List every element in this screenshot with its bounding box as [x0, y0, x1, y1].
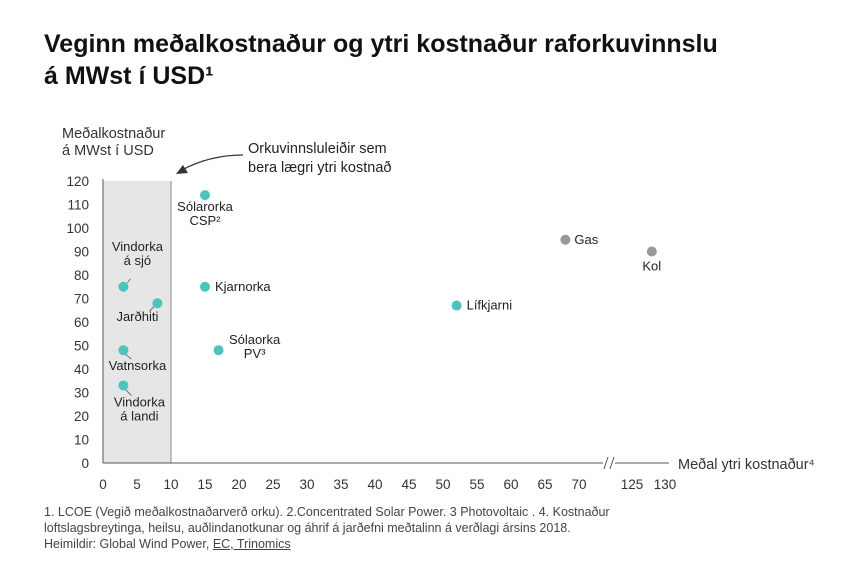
x-tick-label: 25 — [265, 477, 280, 492]
x-tick-label: 0 — [99, 477, 107, 492]
footnote-source: Heimildir: Global Wind Power, EC, Trinom… — [44, 536, 744, 552]
y-tick-label: 100 — [66, 221, 89, 236]
y-tick-label: 60 — [74, 315, 89, 330]
data-point-label: Kjarnorka — [215, 279, 271, 294]
annotation-arrow — [181, 154, 244, 171]
label-leader — [125, 353, 132, 360]
x-tick-label: 5 — [133, 477, 141, 492]
x-tick-label: 20 — [231, 477, 246, 492]
data-point — [118, 281, 129, 292]
x-tick-label: 60 — [503, 477, 518, 492]
source-link[interactable]: EC, Trinomics — [212, 537, 291, 551]
data-point — [118, 380, 129, 391]
data-point-label: Vindorka — [112, 239, 164, 254]
x-axis-title: Meðal ytri kostnaður⁴ — [678, 457, 815, 473]
label-leader — [127, 278, 131, 283]
annotation-arrowhead — [176, 165, 188, 174]
y-tick-label: 20 — [74, 409, 89, 424]
y-tick-label: 70 — [74, 292, 89, 307]
data-point-label: á sjó — [124, 253, 151, 268]
data-point-label: Jarðhiti — [116, 309, 158, 324]
y-tick-label: 40 — [74, 362, 89, 377]
data-point-label: Gas — [574, 232, 598, 247]
axis-break-mark — [603, 456, 609, 470]
data-point-label: Sólarorka — [177, 199, 233, 214]
y-axis-title: Meðalkostnaður — [62, 126, 165, 142]
x-tick-label: 65 — [537, 477, 552, 492]
x-tick-label: 125 — [621, 477, 644, 492]
label-leader — [149, 305, 155, 312]
data-point-label: Vatnsorka — [109, 358, 167, 373]
y-tick-label: 120 — [66, 174, 89, 189]
data-point-label: Kol — [642, 259, 661, 274]
x-tick-label: 55 — [469, 477, 484, 492]
x-tick-label: 35 — [333, 477, 348, 492]
data-point-label: Lífkjarni — [467, 298, 513, 313]
x-tick-label: 70 — [571, 477, 586, 492]
y-tick-label: 30 — [74, 386, 89, 401]
x-tick-label: 30 — [299, 477, 314, 492]
footnote-source-prefix: Heimildir: Global Wind Power, — [44, 537, 213, 551]
data-point — [646, 246, 657, 257]
data-point — [152, 298, 163, 309]
label-leader — [125, 389, 132, 396]
shaded-region — [103, 181, 171, 463]
data-point — [560, 234, 571, 245]
y-tick-label: 110 — [67, 198, 89, 213]
data-point — [451, 300, 462, 311]
x-tick-label: 45 — [401, 477, 416, 492]
y-tick-label: 0 — [81, 456, 89, 471]
data-point — [118, 345, 129, 356]
x-tick-label: 50 — [435, 477, 450, 492]
data-point-label: CSP² — [189, 213, 221, 228]
y-tick-label: 80 — [74, 268, 89, 283]
region-annotation: bera lægri ytri kostnað — [248, 160, 391, 176]
x-tick-label: 10 — [163, 477, 178, 492]
footnote-line1: 1. LCOE (Vegið meðalkostnaðarverð orku).… — [44, 505, 610, 519]
y-tick-label: 50 — [74, 339, 89, 354]
footnote-line2: loftslagsbreytinga, heilsu, auðlindanotk… — [44, 521, 571, 535]
chart-title: Veginn meðalkostnaður og ytri kostnaður … — [44, 28, 844, 92]
data-point-label: Sólaorka — [229, 332, 281, 347]
y-tick-label: 90 — [74, 245, 89, 260]
data-point — [200, 190, 210, 201]
data-point-label: á landi — [120, 408, 158, 423]
x-tick-label: 40 — [367, 477, 382, 492]
data-point-label: PV³ — [244, 346, 266, 361]
data-point-label: Vindorka — [114, 394, 166, 409]
x-tick-label: 130 — [654, 477, 677, 492]
data-point — [200, 281, 210, 292]
footnote: 1. LCOE (Vegið meðalkostnaðarverð orku).… — [44, 504, 744, 552]
data-point — [213, 345, 224, 356]
axis-break-mark — [609, 456, 615, 470]
x-tick-label: 15 — [197, 477, 212, 492]
y-tick-label: 10 — [74, 433, 89, 448]
y-axis-title: á MWst í USD — [62, 143, 154, 159]
region-annotation: Orkuvinnsluleiðir sem — [248, 141, 387, 157]
chart-title-line1: Veginn meðalkostnaður og ytri kostnaður … — [44, 30, 718, 58]
chart-title-line2: á MWst í USD¹ — [44, 62, 214, 90]
